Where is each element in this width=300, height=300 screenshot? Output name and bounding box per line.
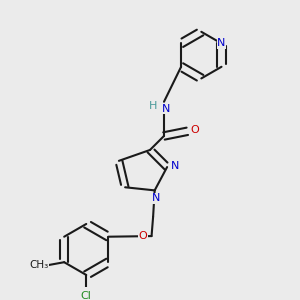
Text: O: O [139, 231, 147, 241]
Text: CH₃: CH₃ [29, 260, 48, 270]
Text: N: N [217, 38, 226, 49]
Text: N: N [162, 103, 171, 114]
Text: N: N [171, 160, 179, 170]
Text: O: O [191, 125, 200, 135]
Text: N: N [152, 193, 160, 203]
Text: Cl: Cl [81, 291, 92, 300]
Text: H: H [149, 101, 157, 111]
